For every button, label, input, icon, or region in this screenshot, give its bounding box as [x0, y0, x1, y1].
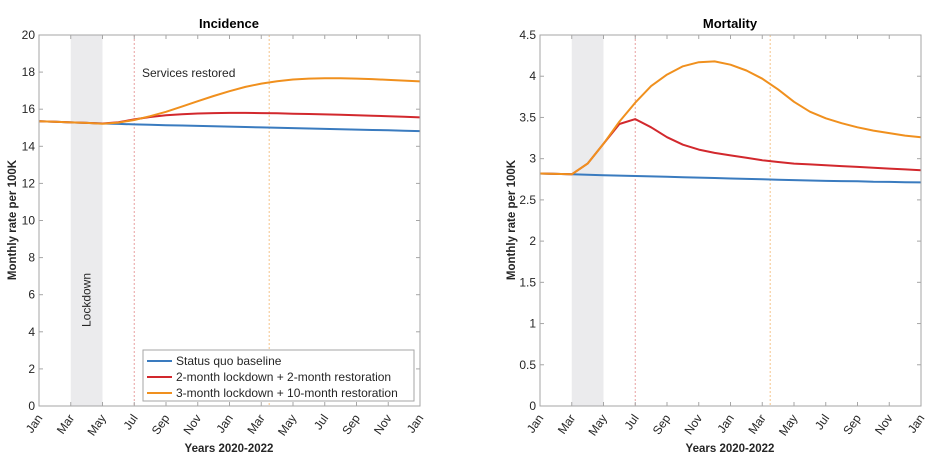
- x-tick-label: Mar: [555, 412, 578, 437]
- legend: Status quo baseline 2-month lockdown + 2-…: [142, 349, 415, 402]
- mortality-chart: 0 0.5 1 1.5 2 2.5 3 3.5 4 4.5 Jan Mar May Jul Sep Nov Ja…: [506, 16, 927, 455]
- y-tick-label: 12: [22, 176, 36, 190]
- x-tick-label: Nov: [180, 412, 204, 438]
- chart-title: Mortality: [703, 16, 758, 31]
- x-axis-label: Years 2020-2022: [185, 443, 274, 455]
- x-tick-label: Jul: [120, 412, 140, 433]
- y-axis-label: Monthly rate per 100K: [7, 159, 19, 280]
- x-axis-label: Years 2020-2022: [686, 443, 775, 455]
- x-tick-label: May: [275, 412, 299, 439]
- y-tick-label: 14: [22, 139, 36, 153]
- plot-area: 0 0.5 1 1.5 2 2.5 3 3.5 4 4.5 Jan Mar May Jul Sep Nov Ja…: [519, 28, 927, 438]
- legend-entry-2: 2-month lockdown + 2-month restoration: [176, 370, 391, 384]
- plot-area: Lockdown 0 2 4 6 8 10 12 14 16 18 20 Jan Mar May Jul Sep…: [22, 28, 427, 438]
- y-tick-label: 4.5: [519, 28, 536, 42]
- chart-title: Incidence: [199, 16, 259, 31]
- series-line-1: [539, 172, 922, 184]
- legend-box: [142, 349, 415, 402]
- y-tick-label: 3: [529, 152, 536, 166]
- y-tick-label: 0: [28, 399, 35, 413]
- y-tick-label: 18: [22, 65, 36, 79]
- x-tick-label: Jul: [621, 412, 641, 433]
- y-tick-label: 1: [529, 317, 536, 331]
- y-tick-label: 4: [28, 325, 35, 339]
- x-tick-label: Jan: [524, 412, 547, 436]
- x-tick-label: May: [776, 412, 800, 439]
- y-tick-label: 8: [28, 251, 35, 265]
- x-tick-label: May: [585, 412, 609, 439]
- lockdown-label: Lockdown: [80, 273, 94, 327]
- x-tick-label: Jan: [213, 412, 236, 436]
- x-tick-label: Jul: [311, 412, 331, 433]
- x-tick-label: Nov: [681, 412, 705, 438]
- y-tick-label: 4: [529, 69, 536, 83]
- incidence-chart: Lockdown 0 2 4 6 8 10 12 14 16 18 20 Jan Mar May Jul Sep…: [7, 16, 426, 455]
- y-tick-label: 20: [22, 28, 36, 42]
- x-tick-label: Jan: [714, 412, 737, 436]
- lockdown-shaded-region: [571, 35, 604, 406]
- x-tick-label: Jan: [23, 412, 46, 436]
- x-tick-label: Sep: [650, 411, 674, 437]
- x-tick-label: Nov: [371, 412, 395, 438]
- x-tick-label: Mar: [745, 412, 768, 437]
- legend-entry-1: Status quo baseline: [176, 354, 282, 368]
- y-tick-label: 2.5: [519, 193, 536, 207]
- lockdown-shaded-region: [70, 35, 103, 406]
- x-tick-label: Sep: [149, 411, 173, 437]
- y-tick-label: 6: [28, 288, 35, 302]
- x-tick-label: Sep: [840, 411, 864, 437]
- x-tick-label: May: [84, 412, 108, 439]
- y-tick-label: 10: [22, 214, 36, 228]
- services-restored-annotation: Services restored: [142, 66, 235, 80]
- x-tick-label: Jan: [404, 412, 427, 436]
- x-tick-label: Sep: [339, 411, 363, 437]
- series-line-3: [38, 77, 421, 125]
- y-tick-label: 3.5: [519, 110, 536, 124]
- y-tick-label: 2: [529, 234, 536, 248]
- x-tick-label: Jan: [905, 412, 928, 436]
- y-tick-label: 16: [22, 102, 36, 116]
- x-tick-label: Mar: [54, 412, 77, 437]
- y-axis-label: Monthly rate per 100K: [506, 159, 518, 280]
- legend-entry-3: 3-month lockdown + 10-month restoration: [176, 386, 398, 400]
- series-line-3: [539, 60, 922, 176]
- y-tick-label: 0: [529, 399, 536, 413]
- x-tick-label: Mar: [244, 412, 267, 437]
- y-tick-label: 1.5: [519, 275, 536, 289]
- x-tick-label: Nov: [872, 412, 896, 438]
- x-tick-label: Jul: [812, 412, 832, 433]
- y-tick-label: 2: [28, 362, 35, 376]
- y-tick-label: 0.5: [519, 358, 536, 372]
